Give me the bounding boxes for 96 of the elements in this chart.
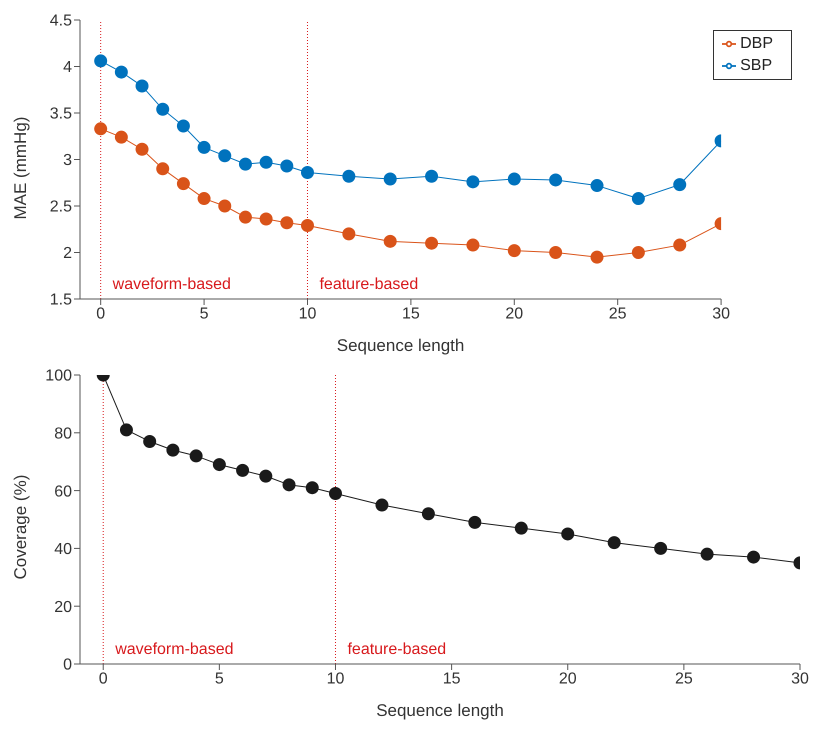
x-tick-label: 5 <box>200 305 209 322</box>
y-tick-label: 2.5 <box>50 198 72 216</box>
point <box>342 170 356 183</box>
point <box>425 170 438 183</box>
point <box>561 527 574 540</box>
point <box>384 172 397 186</box>
point <box>422 507 435 520</box>
point <box>218 200 232 212</box>
y-tick-label: 3.5 <box>50 106 72 123</box>
y-axis-title: MAE (mmHg) <box>11 116 30 220</box>
y-axis-title: Coverage (%) <box>11 474 30 580</box>
point <box>198 140 211 154</box>
y-tick-label: 60 <box>54 483 72 500</box>
point <box>508 244 521 258</box>
point <box>673 178 686 192</box>
y-tick-label: 0 <box>63 656 72 674</box>
x-tick-label: 15 <box>402 305 420 322</box>
point <box>212 458 226 472</box>
point <box>700 548 714 561</box>
point <box>136 80 149 93</box>
point <box>166 444 180 457</box>
point <box>198 192 211 206</box>
point <box>590 250 604 264</box>
point <box>280 216 294 230</box>
ref-line-label: waveform-based <box>114 641 234 658</box>
x-tick-label: 25 <box>674 670 693 688</box>
point <box>218 149 232 162</box>
y-tick-label: 4.5 <box>50 12 72 30</box>
point <box>94 122 108 136</box>
y-tick-label: 100 <box>45 368 72 385</box>
point <box>300 166 314 180</box>
x-tick-label: 20 <box>505 305 524 322</box>
point <box>176 177 190 190</box>
y-tick-label: 40 <box>54 541 72 558</box>
y-tick-label: 80 <box>54 425 72 442</box>
ref-line-label: feature-based <box>319 276 418 293</box>
x-tick-label: 25 <box>608 305 627 322</box>
point <box>136 142 149 156</box>
legend-label: SBP <box>740 57 772 74</box>
x-tick-label: 30 <box>712 305 730 322</box>
point <box>282 478 296 492</box>
ref-line-label: feature-based <box>347 641 446 658</box>
point <box>238 210 252 224</box>
point <box>300 219 314 232</box>
point <box>260 156 273 169</box>
x-tick-label: 0 <box>98 670 108 688</box>
point <box>238 158 252 171</box>
y-tick-label: 4 <box>63 59 72 76</box>
x-axis-title: Sequence length <box>336 336 464 355</box>
x-tick-label: 5 <box>214 670 224 688</box>
point <box>114 130 128 144</box>
point <box>94 54 108 68</box>
point <box>549 246 562 259</box>
legend-label: DBP <box>740 35 773 52</box>
x-tick-label: 0 <box>96 305 106 322</box>
point <box>328 486 342 500</box>
x-tick-label: 10 <box>298 305 316 322</box>
point <box>342 227 356 240</box>
point <box>143 434 156 448</box>
point <box>590 179 604 192</box>
point <box>514 522 528 535</box>
point <box>632 192 645 206</box>
point <box>375 498 388 512</box>
point <box>747 550 760 564</box>
point <box>280 160 294 173</box>
point <box>673 238 686 252</box>
point <box>468 516 482 529</box>
point <box>156 102 170 116</box>
x-axis-title: Sequence length <box>376 701 504 720</box>
point <box>190 449 203 462</box>
y-tick-label: 20 <box>54 598 72 616</box>
point <box>425 236 438 250</box>
point <box>466 238 480 252</box>
y-tick-label: 1.5 <box>50 292 72 309</box>
x-tick-label: 10 <box>326 670 344 688</box>
x-tick-label: 30 <box>791 670 809 688</box>
point <box>259 470 272 483</box>
point <box>466 175 480 188</box>
point <box>260 212 273 226</box>
x-tick-label: 20 <box>558 670 577 688</box>
point <box>608 536 621 550</box>
point <box>176 120 190 133</box>
point <box>632 246 645 259</box>
point <box>236 464 250 477</box>
x-tick-label: 15 <box>442 670 461 688</box>
point <box>120 423 133 436</box>
point <box>114 66 128 79</box>
y-tick-label: 3 <box>63 152 72 170</box>
y-tick-label: 2 <box>63 245 72 262</box>
point <box>306 481 319 494</box>
point <box>384 234 397 248</box>
point <box>508 172 521 186</box>
point <box>156 162 170 176</box>
point <box>549 173 562 186</box>
point <box>654 542 668 555</box>
ref-line-label: waveform-based <box>112 276 231 293</box>
